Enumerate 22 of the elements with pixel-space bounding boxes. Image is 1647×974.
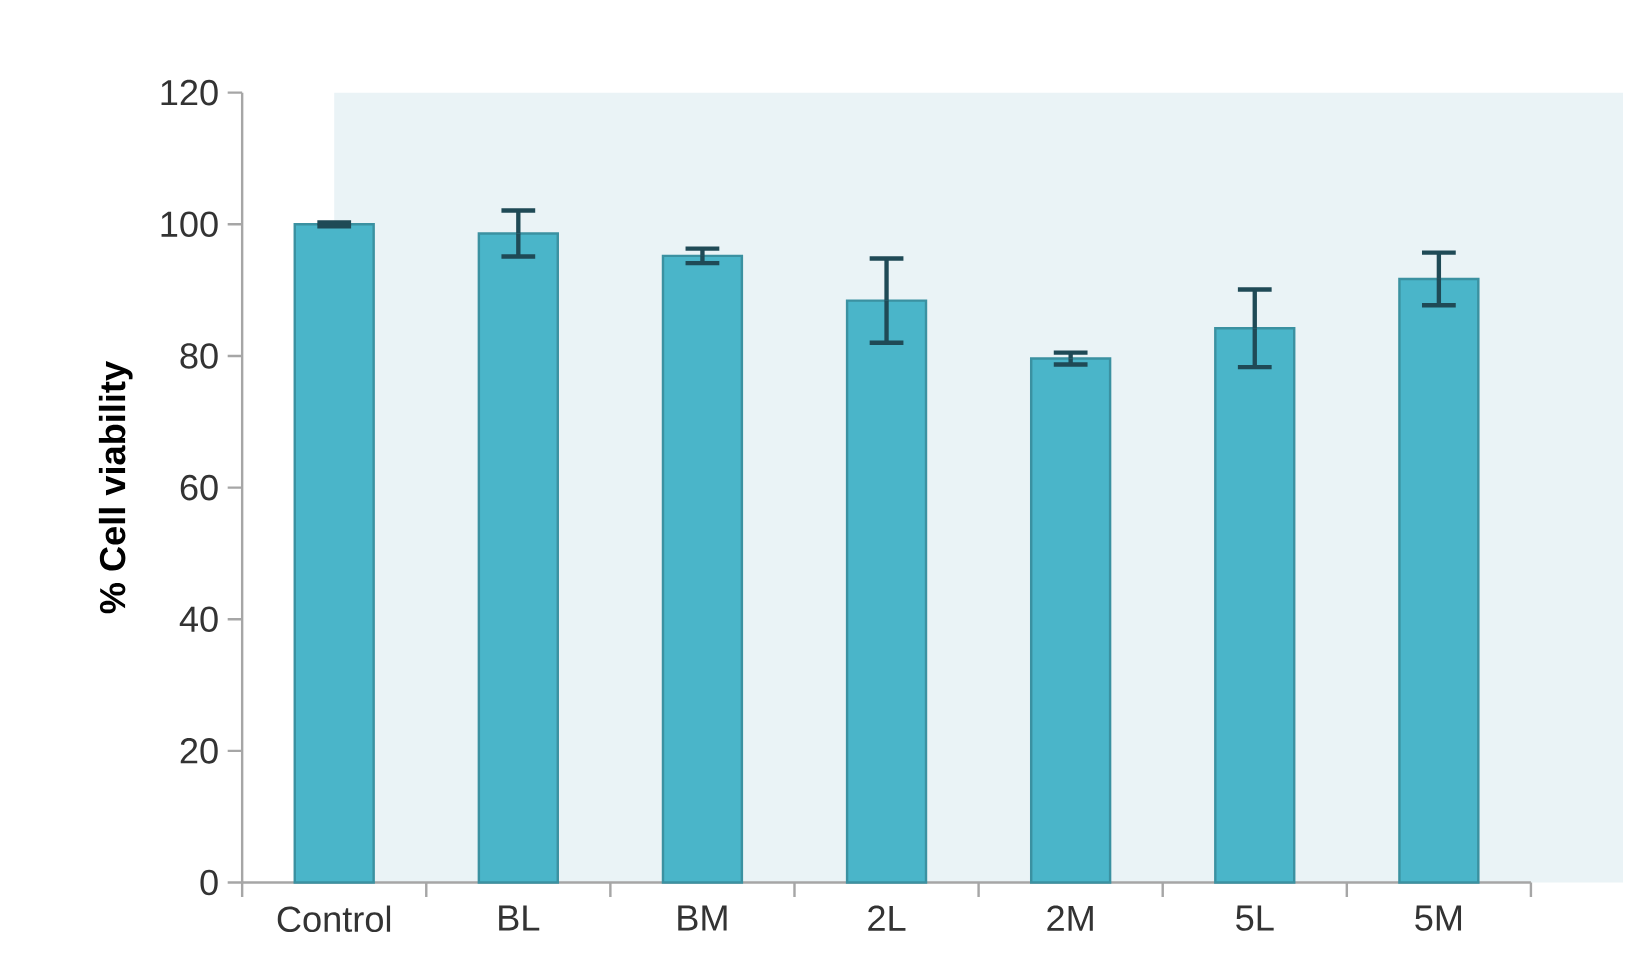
y-tick-label: 20: [180, 738, 218, 764]
y-tick-label: 120: [161, 79, 218, 106]
x-tick-label: 2L: [868, 905, 906, 931]
x-tick-label: 5L: [1236, 905, 1274, 931]
bar: [845, 299, 928, 884]
y-axis-title: % Cell viability: [98, 361, 133, 614]
bar: [1029, 357, 1112, 884]
y-tick-label: 0: [200, 869, 218, 896]
bar: [1214, 327, 1296, 884]
bar: [661, 254, 744, 884]
bar: [1398, 277, 1480, 884]
y-tick-label: 100: [161, 211, 218, 238]
bar: [293, 223, 375, 884]
x-tick-label: BM: [678, 905, 727, 931]
x-tick-label: BL: [499, 905, 540, 931]
y-tick-label: 60: [180, 474, 218, 501]
bar: [477, 232, 559, 884]
y-tick-label: 80: [180, 343, 218, 369]
y-tick-label: 40: [179, 606, 218, 633]
x-tick-label: 5M: [1415, 905, 1462, 931]
x-tick-label: 2M: [1047, 905, 1093, 931]
x-tick-label: Control: [277, 905, 391, 933]
